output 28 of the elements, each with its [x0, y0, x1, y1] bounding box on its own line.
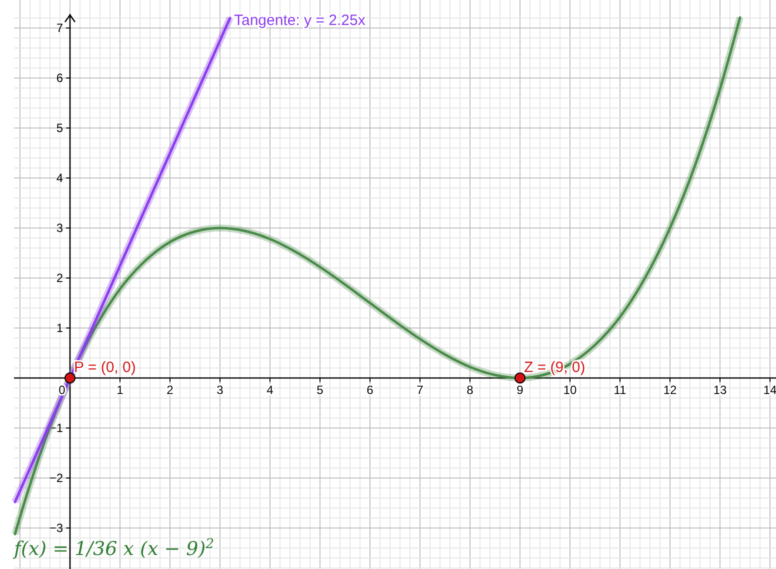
y-tick-label: 7: [56, 21, 64, 35]
y-tick-label: 6: [56, 71, 64, 85]
annotation: P = (0, 0): [74, 359, 136, 376]
x-tick-label: 9: [516, 383, 524, 397]
x-tick-label: 13: [713, 383, 727, 397]
y-tick-label: −2: [49, 471, 64, 485]
x-tick-label: 4: [266, 383, 274, 397]
x-tick-label: 2: [166, 383, 174, 397]
x-tick-label: 3: [216, 383, 224, 397]
y-tick-label: 1: [56, 321, 64, 335]
y-tick-label: 4: [56, 171, 64, 185]
y-tick-label: 2: [56, 271, 64, 285]
x-tick-label: 1: [116, 383, 124, 397]
x-tick-label: 12: [663, 383, 677, 397]
x-tick-label: 6: [366, 383, 374, 397]
x-tick-label: 11: [614, 383, 627, 397]
y-tick-label: 3: [56, 221, 64, 235]
annotation: Tangente: y = 2.25x: [234, 12, 366, 29]
x-tick-label: 10: [563, 383, 577, 397]
x-tick-label: 14: [763, 383, 776, 397]
x-tick-label: 8: [466, 383, 474, 397]
annotation: f(x) = 1/36 x (x − 9)$^{2}$: [12, 536, 214, 560]
x-tick-label: 0: [58, 383, 66, 397]
y-tick-label: −1: [49, 421, 64, 435]
x-tick-label: 7: [416, 383, 424, 397]
x-tick-label: 5: [316, 383, 324, 397]
y-tick-label: −3: [49, 521, 64, 535]
y-tick-label: 5: [56, 121, 64, 135]
